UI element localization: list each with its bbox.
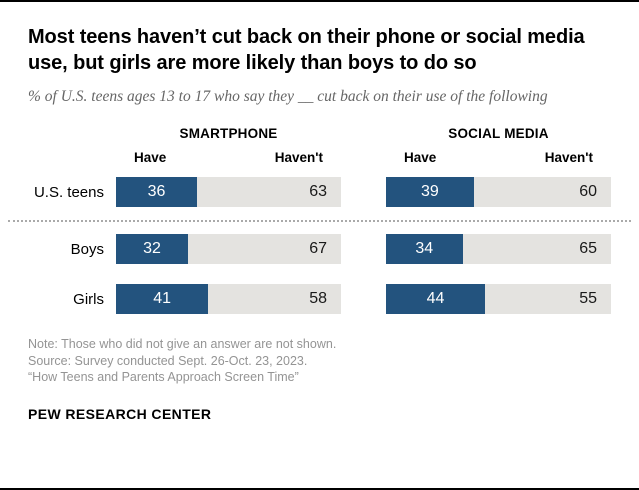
- social-media-have-value: 34: [415, 240, 434, 258]
- smartphone-have-header: Have: [134, 150, 167, 166]
- smartphone-group-title: SMARTPHONE: [179, 126, 278, 142]
- bar-chart: SMARTPHONE SOCIAL MEDIA Have Haven't Hav…: [8, 126, 631, 315]
- group-title-row: SMARTPHONE SOCIAL MEDIA: [28, 126, 611, 141]
- social-media-bar-us-teens: 39 60: [386, 177, 611, 208]
- chart-subtitle: % of U.S. teens ages 13 to 17 who say th…: [28, 88, 548, 105]
- social-media-have-value: 44: [426, 290, 445, 308]
- bars-block: U.S. teens 36 63 39 60: [8, 177, 631, 315]
- social-media-have-header: Have: [404, 150, 437, 166]
- smartphone-column-headers: Have Haven't: [116, 150, 341, 165]
- note-line: Note: Those who did not give an answer a…: [28, 337, 337, 352]
- social-media-havent-value: 60: [579, 183, 597, 201]
- smartphone-havent-value: 58: [309, 290, 327, 308]
- smartphone-have-segment: 41: [116, 284, 209, 315]
- smartphone-havent-header: Haven't: [274, 150, 323, 166]
- report-title-line: “How Teens and Parents Approach Screen T…: [28, 370, 299, 385]
- social-media-group-title: SOCIAL MEDIA: [448, 126, 549, 142]
- social-media-havent-segment: 55: [485, 284, 611, 315]
- chart-title: Most teens haven’t cut back on their pho…: [28, 26, 585, 74]
- dotted-divider: [8, 220, 631, 223]
- row-label-boys: Boys: [70, 240, 104, 258]
- smartphone-bar-us-teens: 36 63: [116, 177, 341, 208]
- smartphone-bar-boys: 32 67: [116, 234, 341, 265]
- smartphone-bar-girls: 41 58: [116, 284, 341, 315]
- smartphone-havent-value: 63: [309, 183, 327, 201]
- smartphone-have-value: 36: [147, 183, 166, 201]
- bar-row-girls: Girls 41 58 44 55: [28, 284, 611, 315]
- row-label-girls: Girls: [73, 290, 104, 308]
- smartphone-have-segment: 36: [116, 177, 197, 208]
- bar-row-boys: Boys 32 67 34 65: [28, 234, 611, 265]
- social-media-have-segment: 44: [386, 284, 485, 315]
- smartphone-havent-segment: 63: [197, 177, 341, 208]
- row-label-us-teens: U.S. teens: [33, 183, 104, 201]
- smartphone-havent-value: 67: [309, 240, 327, 258]
- pew-research-center-wordmark: PEW RESEARCH CENTER: [28, 405, 212, 422]
- social-media-have-value: 39: [420, 183, 439, 201]
- social-media-column-headers: Have Haven't: [386, 150, 611, 165]
- footnotes: Note: Those who did not give an answer a…: [28, 336, 611, 386]
- social-media-bar-boys: 34 65: [386, 234, 611, 265]
- bar-row-us-teens: U.S. teens 36 63 39 60: [28, 177, 611, 208]
- social-media-havent-segment: 60: [473, 177, 611, 208]
- smartphone-havent-segment: 67: [188, 234, 341, 265]
- social-media-havent-value: 55: [579, 290, 597, 308]
- smartphone-have-segment: 32: [116, 234, 188, 265]
- social-media-havent-segment: 65: [462, 234, 611, 265]
- source-line: Source: Survey conducted Sept. 26-Oct. 2…: [28, 353, 308, 368]
- social-media-have-segment: 39: [386, 177, 474, 208]
- social-media-havent-header: Haven't: [544, 150, 593, 166]
- smartphone-have-value: 32: [143, 240, 161, 258]
- social-media-bar-girls: 44 55: [386, 284, 611, 315]
- smartphone-havent-segment: 58: [208, 284, 341, 315]
- social-media-havent-value: 65: [579, 240, 597, 258]
- column-header-row: Have Haven't Have Haven't: [28, 141, 611, 165]
- social-media-have-segment: 34: [386, 234, 463, 265]
- smartphone-have-value: 41: [153, 290, 172, 308]
